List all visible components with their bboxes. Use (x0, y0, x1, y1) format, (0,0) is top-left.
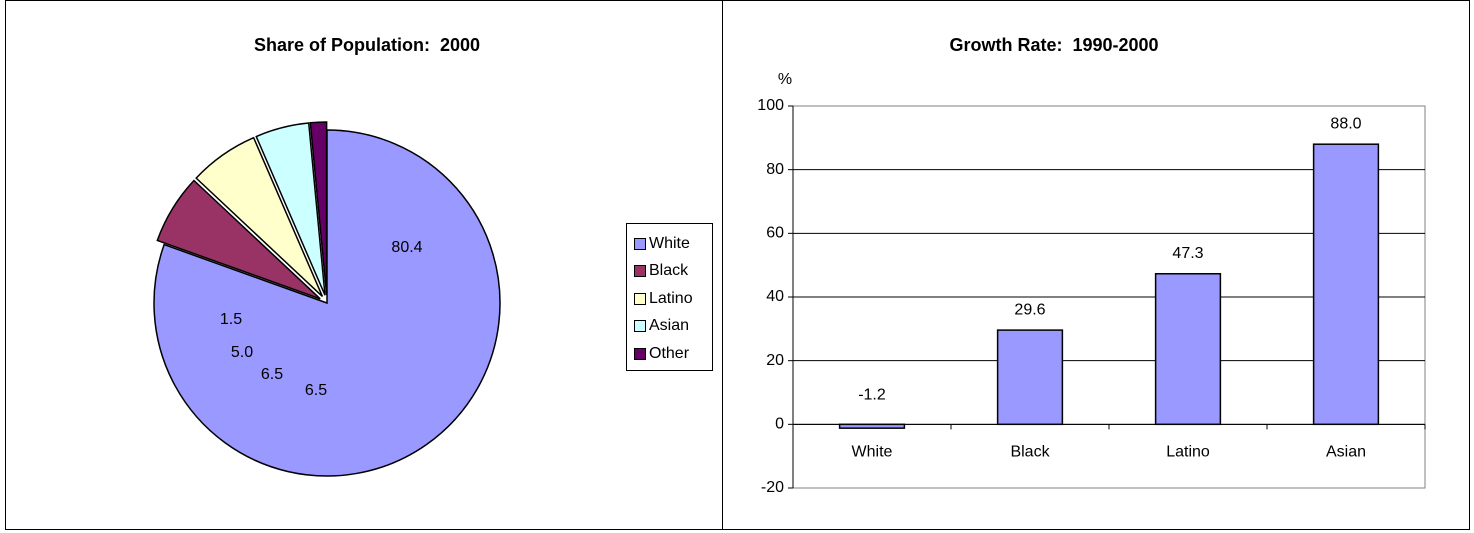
bar-asian (1312, 143, 1380, 426)
x-tick-label-asian: Asian (1326, 444, 1366, 461)
legend-item-other: Other (634, 340, 712, 368)
pie-chart-panel: Share of Population: 2000 80.4 6.5 6.5 5.0 1… (5, 0, 723, 530)
bar-black (996, 329, 1064, 426)
bar-value-label-black: 29.6 (1014, 301, 1045, 318)
y-tick-label: 20 (766, 352, 784, 369)
legend-label: Asian (649, 317, 690, 335)
bar-value-label-asian: 88.0 (1330, 115, 1361, 132)
x-tick-label-latino: Latino (1166, 444, 1210, 461)
pie-label-asian: 5.0 (231, 344, 253, 361)
legend-swatch (634, 292, 646, 305)
legend-label: White (649, 234, 690, 252)
legend-swatch (634, 237, 646, 250)
pie-label-black: 6.5 (305, 382, 327, 399)
y-tick-label: 80 (766, 161, 784, 178)
bar-white (838, 423, 906, 429)
bar-chart: -20 0 20 40 60 80 100% -1.2 White 29.6 Black 47.3 La… (757, 71, 1426, 496)
legend-swatch (634, 265, 646, 278)
bar-chart-title: Growth Rate: 1990-2000 (949, 35, 1159, 55)
pie-chart: 80.4 6.5 6.5 5.0 1.5 (153, 121, 501, 477)
y-tick-label: 60 (766, 225, 784, 242)
bar-value-label-latino: 47.3 (1172, 245, 1203, 262)
pie-legend: White Black Latino Asian Other (626, 223, 713, 371)
pie-slice-other (309, 121, 328, 296)
pie-chart-title: Share of Population: 2000 (253, 35, 481, 55)
legend-label: Black (649, 262, 689, 280)
legend-swatch (634, 347, 646, 360)
y-tick-label: 40 (766, 288, 784, 305)
pie-slice-black (156, 179, 321, 300)
y-tick-label: 100 (757, 97, 784, 114)
x-tick-label-black: Black (1010, 444, 1050, 461)
pie-slice-latino (195, 136, 324, 298)
legend-item-asian: Asian (634, 313, 712, 341)
bar-value-label-white: -1.2 (858, 387, 886, 404)
legend-item-black: Black (634, 258, 712, 286)
legend-swatch (634, 320, 646, 333)
pie-label-white: 80.4 (391, 239, 422, 256)
legend-item-latino: Latino (634, 285, 712, 313)
y-tick-label: -20 (761, 479, 784, 496)
pie-label-latino: 6.5 (261, 366, 283, 383)
legend-label: Latino (649, 289, 693, 307)
legend-item-white: White (634, 230, 712, 258)
y-tick-label: 0 (775, 416, 784, 433)
pie-label-other: 1.5 (220, 311, 242, 328)
bar-chart-panel: Growth Rate: 1990-2000 -20 0 20 40 60 80 100% -… (722, 0, 1470, 530)
x-tick-label-white: White (852, 444, 893, 461)
y-axis-label: % (778, 71, 792, 88)
bar-latino (1154, 273, 1222, 426)
pie-slice-asian (255, 122, 326, 296)
legend-label: Other (649, 344, 690, 362)
pie-slice-white (153, 129, 501, 477)
